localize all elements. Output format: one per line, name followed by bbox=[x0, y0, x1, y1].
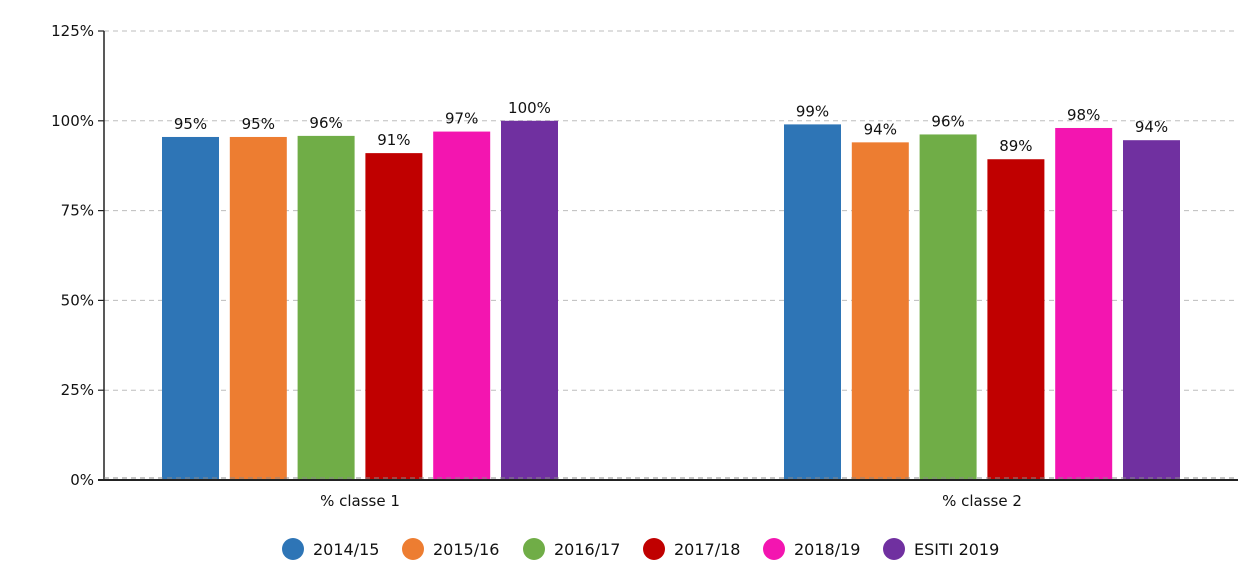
y-tick-label: 0% bbox=[70, 471, 94, 489]
legend-item: 2014/15 bbox=[282, 538, 379, 560]
data-label: 95% bbox=[174, 115, 207, 133]
bar bbox=[433, 131, 491, 481]
data-label: 99% bbox=[796, 102, 829, 120]
y-axis-ticks: 0% 25% 50% 75% 100% 125% bbox=[51, 22, 104, 489]
legend-label: 2017/18 bbox=[674, 540, 740, 559]
legend-item: ESITI 2019 bbox=[883, 538, 999, 560]
y-tick-label: 50% bbox=[61, 291, 94, 309]
legend-item: 2018/19 bbox=[763, 538, 860, 560]
x-axis-categories: % classe 1 % classe 2 bbox=[320, 492, 1022, 510]
legend-label: 2018/19 bbox=[794, 540, 860, 559]
legend-marker bbox=[643, 538, 665, 560]
legend-marker bbox=[883, 538, 905, 560]
grid-lines bbox=[104, 30, 1238, 391]
data-label: 96% bbox=[309, 114, 342, 132]
bar bbox=[365, 153, 423, 481]
bar bbox=[784, 124, 841, 480]
legend-item: 2017/18 bbox=[643, 538, 740, 560]
data-label: 89% bbox=[999, 137, 1032, 155]
data-label: 91% bbox=[377, 131, 410, 149]
bar bbox=[162, 136, 219, 481]
legend-marker bbox=[523, 538, 545, 560]
axes bbox=[98, 31, 1238, 481]
legend-label: 2015/16 bbox=[433, 540, 499, 559]
y-tick-label: 125% bbox=[51, 22, 94, 40]
y-tick-label: 75% bbox=[61, 202, 94, 220]
legend-item: 2016/17 bbox=[523, 538, 620, 560]
legend-marker bbox=[763, 538, 785, 560]
x-category-label: % classe 1 bbox=[320, 492, 400, 510]
y-tick-label: 100% bbox=[51, 112, 94, 130]
legend-label: 2014/15 bbox=[313, 540, 379, 559]
data-label: 95% bbox=[242, 115, 275, 133]
bar bbox=[987, 159, 1045, 480]
data-label: 98% bbox=[1067, 106, 1100, 124]
legend-marker bbox=[282, 538, 304, 560]
bar bbox=[1123, 140, 1180, 481]
bar bbox=[297, 135, 355, 480]
legend-item: 2015/16 bbox=[402, 538, 499, 560]
x-category-label: % classe 2 bbox=[942, 492, 1022, 510]
legend-label: ESITI 2019 bbox=[914, 540, 999, 559]
bar bbox=[501, 120, 558, 481]
bars bbox=[162, 120, 1180, 481]
bar bbox=[229, 136, 287, 481]
bar bbox=[1055, 127, 1113, 480]
data-label: 96% bbox=[931, 112, 964, 130]
legend: 2014/15 2015/16 2016/17 2017/18 2018/19 ESITI… bbox=[282, 538, 999, 560]
legend-marker bbox=[402, 538, 424, 560]
legend-label: 2016/17 bbox=[554, 540, 620, 559]
data-labels: 95% 99% 95% 94% 96% 96% 91% 89% 97% 98% 100% 94% bbox=[174, 99, 1168, 155]
y-tick-label: 25% bbox=[61, 381, 94, 399]
data-label: 97% bbox=[445, 110, 478, 128]
data-label: 94% bbox=[864, 120, 897, 138]
data-label: 100% bbox=[508, 99, 551, 117]
data-label: 94% bbox=[1135, 118, 1168, 136]
bar bbox=[919, 134, 977, 481]
bar bbox=[851, 142, 909, 481]
